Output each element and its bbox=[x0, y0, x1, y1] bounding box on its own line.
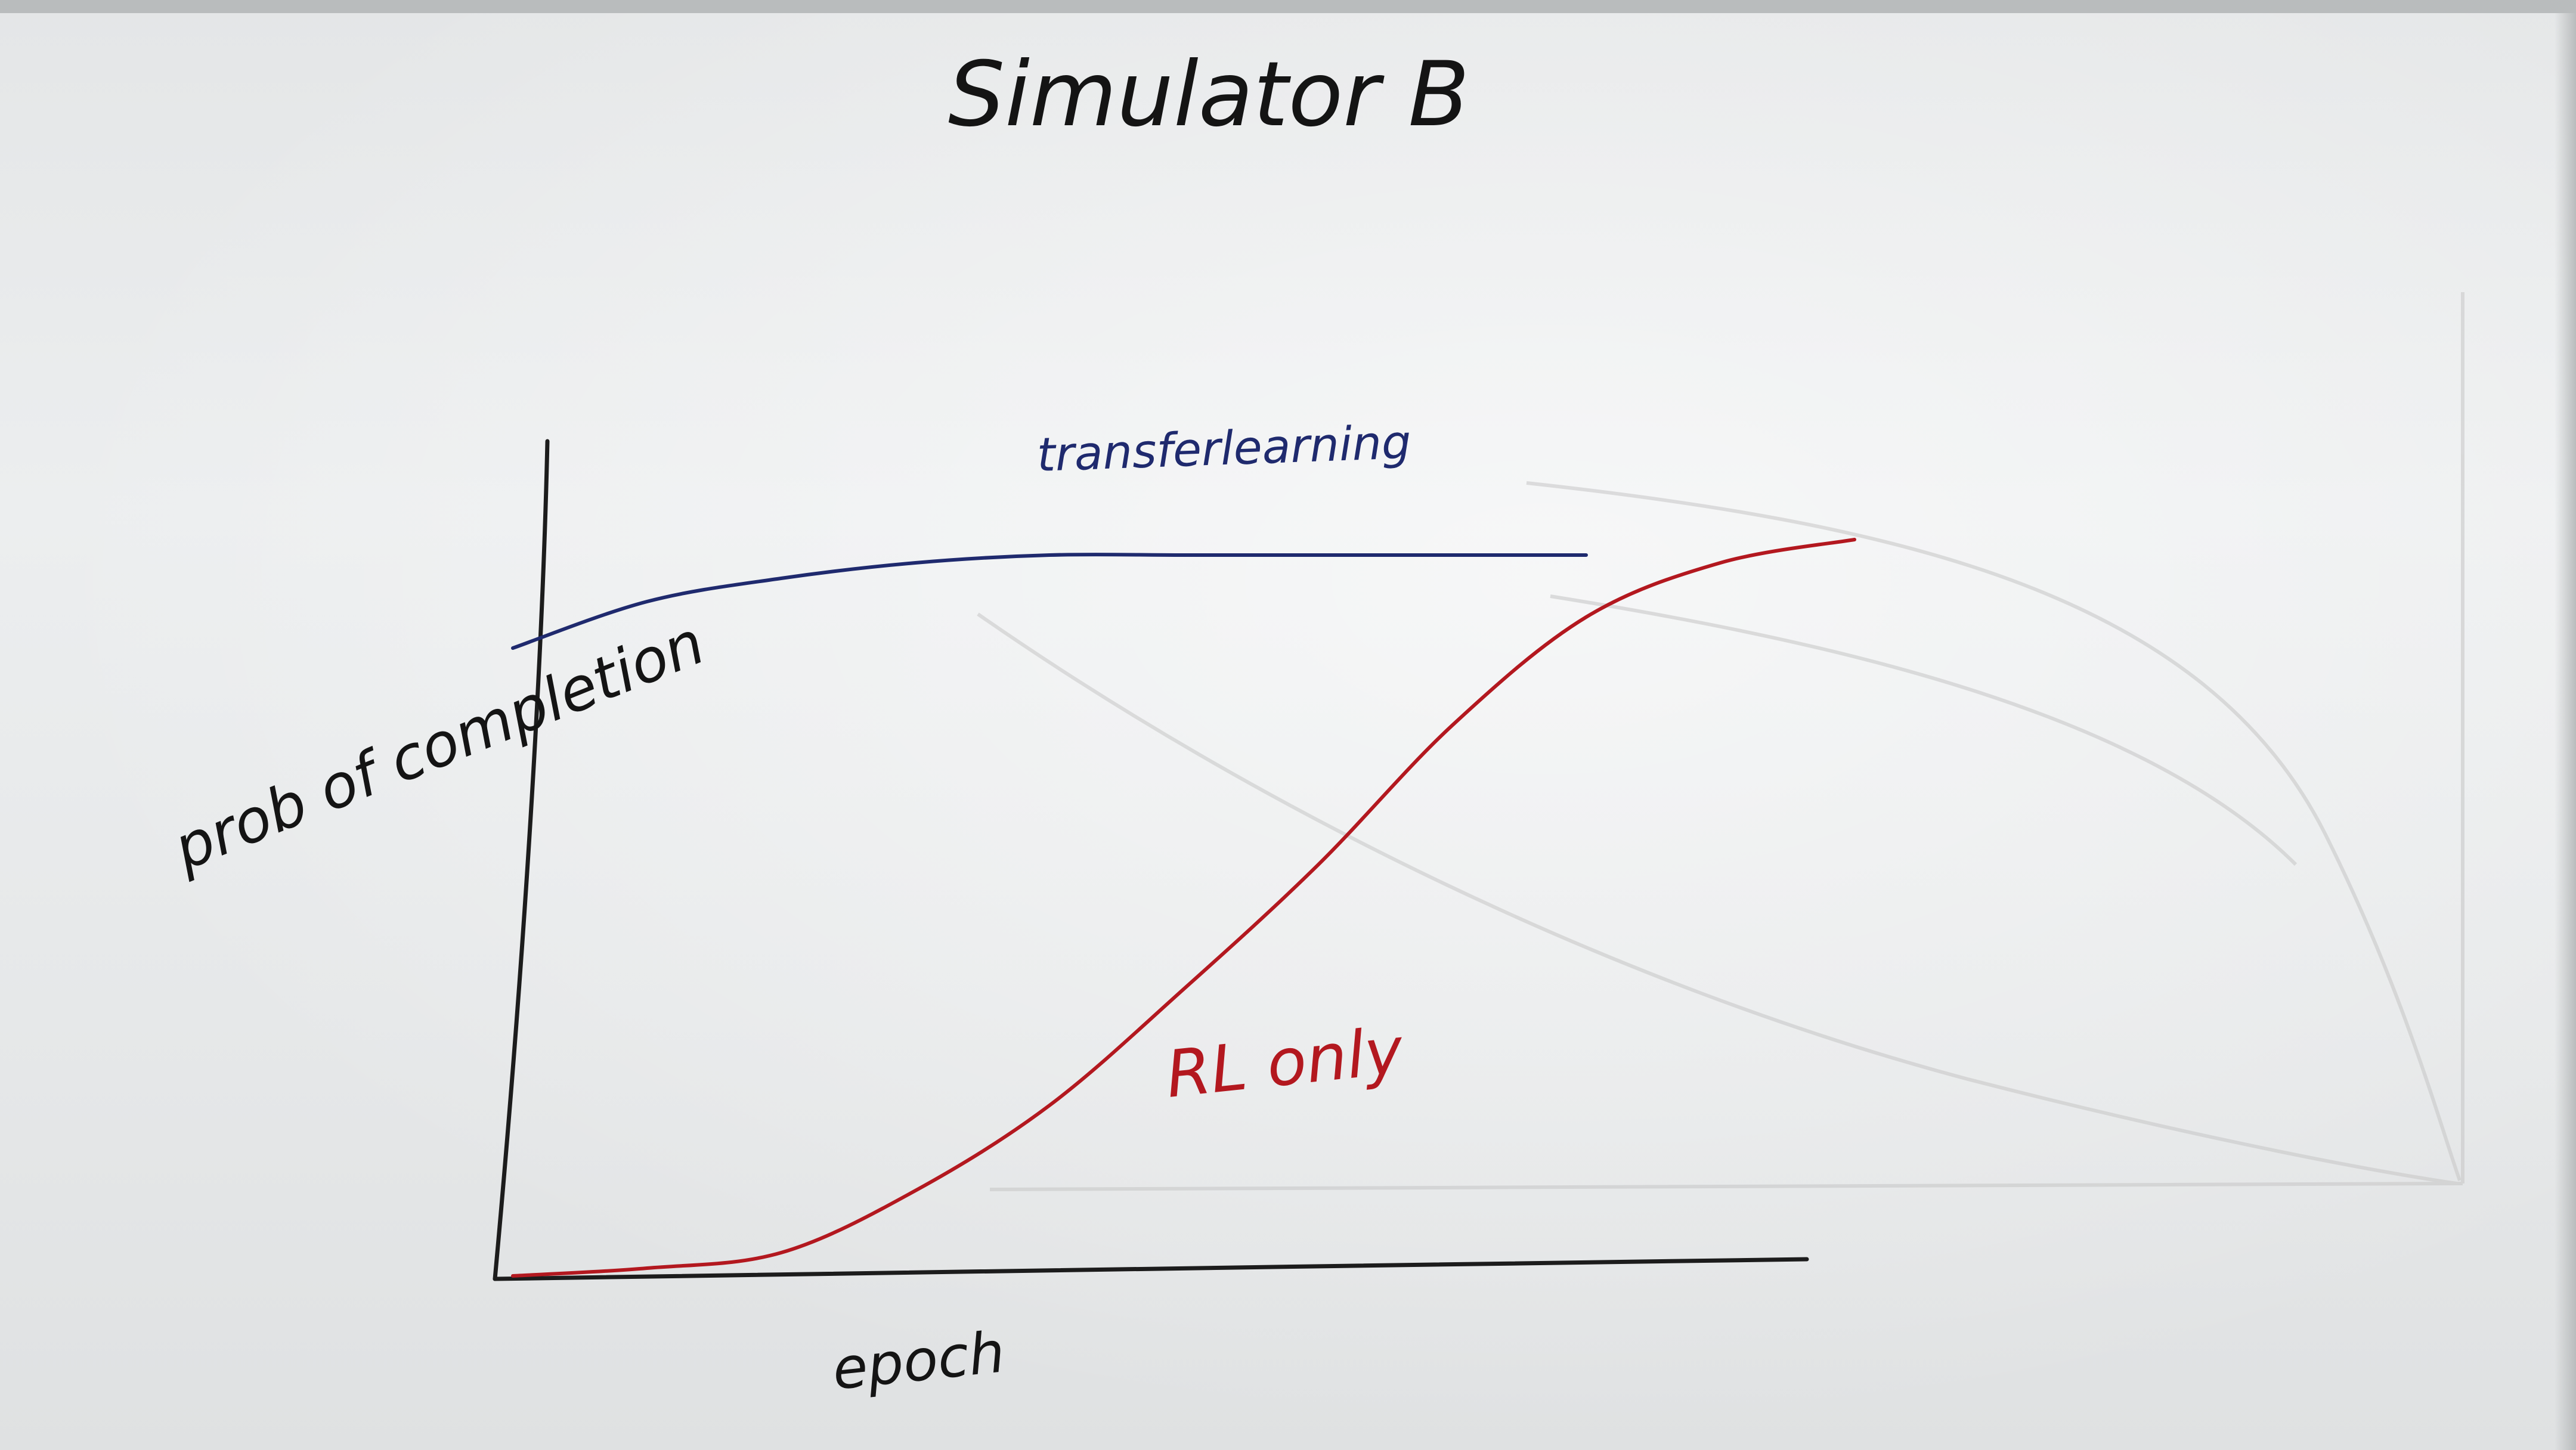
ghost-axis-bottom bbox=[989, 1182, 2463, 1191]
series-label-transferlearning: transferlearning bbox=[1036, 416, 1412, 482]
ghost-curve-1 bbox=[1526, 481, 2462, 1181]
table-edge-right bbox=[2555, 0, 2576, 1450]
series-layer bbox=[511, 538, 1856, 1278]
series-label-rl-only: RL only bbox=[1163, 1014, 1408, 1113]
ghost-curve-3 bbox=[1550, 594, 2298, 866]
table-edge-top bbox=[0, 0, 2576, 13]
x-axis-label: epoch bbox=[829, 1319, 1008, 1403]
show-through-reverse-sketch bbox=[977, 292, 2464, 1191]
ghost-curve-2 bbox=[977, 612, 2457, 1185]
y-axis bbox=[493, 439, 550, 1281]
series-line-transferlearning bbox=[511, 553, 1588, 650]
y-axis-label: prob of completion bbox=[163, 608, 714, 884]
chart-title: Simulator B bbox=[948, 43, 1470, 147]
x-axis bbox=[493, 1257, 1809, 1281]
axes bbox=[493, 439, 1809, 1281]
series-line-rl-only bbox=[511, 538, 1856, 1278]
